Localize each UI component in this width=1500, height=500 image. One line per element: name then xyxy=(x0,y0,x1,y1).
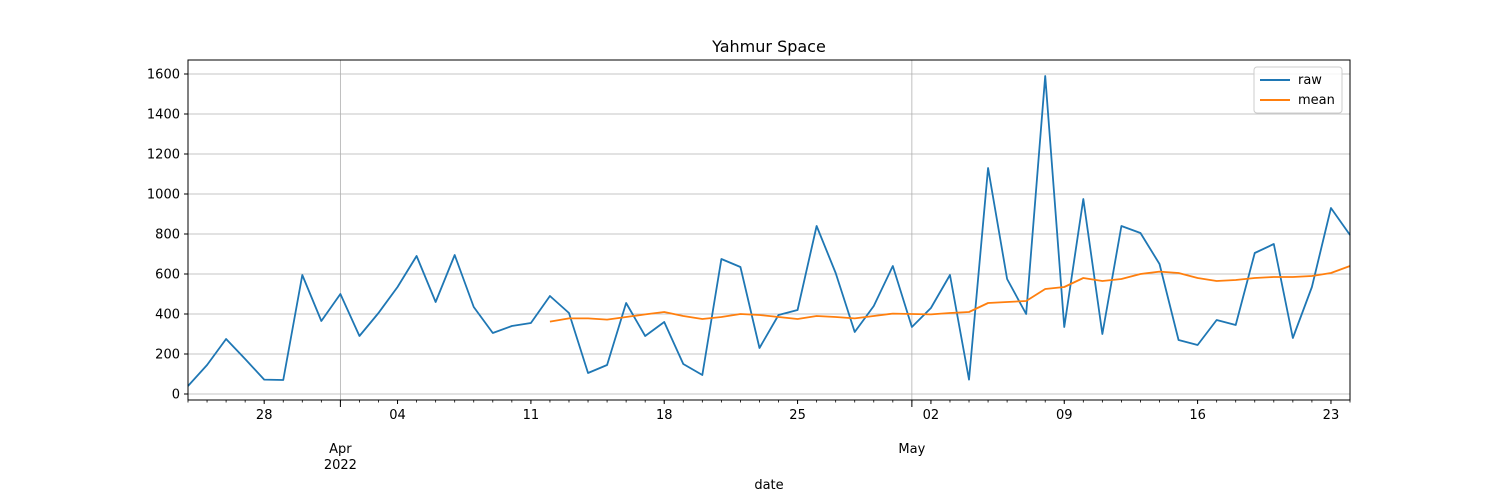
series-lines xyxy=(187,75,1351,387)
x-tick-label: 25 xyxy=(789,408,806,423)
x-tick-label: 02 xyxy=(923,408,940,423)
x-year-label: 2022 xyxy=(324,458,357,473)
x-tick-label: 18 xyxy=(656,408,673,423)
x-tick-label: 23 xyxy=(1323,408,1340,423)
x-month-label: Apr xyxy=(329,442,352,457)
legend-box xyxy=(1253,66,1343,114)
grid-lines xyxy=(188,60,1350,400)
legend: raw mean xyxy=(1253,66,1343,114)
x-tick-label: 09 xyxy=(1056,408,1073,423)
x-tick-label: 28 xyxy=(256,408,273,423)
y-axis-ticks: 0 200 400 600 800 1000 1200 1400 1600 xyxy=(147,68,188,403)
legend-raw-label: raw xyxy=(1298,73,1322,88)
x-tick-label: 11 xyxy=(523,408,540,423)
y-tick-label: 1400 xyxy=(147,108,180,123)
x-tick-label: 16 xyxy=(1189,408,1206,423)
legend-mean-label: mean xyxy=(1298,93,1335,108)
plot-area-frame xyxy=(187,59,1351,401)
y-tick-label: 1600 xyxy=(147,68,180,83)
chart-title: Yahmur Space xyxy=(711,37,826,56)
x-month-label: May xyxy=(898,442,925,457)
y-tick-label: 0 xyxy=(172,388,180,403)
x-axis-label: date xyxy=(754,478,783,493)
series-line-raw xyxy=(187,75,1351,387)
x-tick-label: 04 xyxy=(389,408,406,423)
y-tick-label: 600 xyxy=(155,268,180,283)
y-tick-label: 200 xyxy=(155,348,180,363)
y-tick-label: 800 xyxy=(155,228,180,243)
series-line-mean xyxy=(549,265,1351,323)
y-tick-label: 400 xyxy=(155,308,180,323)
y-tick-label: 1200 xyxy=(147,148,180,163)
y-tick-label: 1000 xyxy=(147,188,180,203)
